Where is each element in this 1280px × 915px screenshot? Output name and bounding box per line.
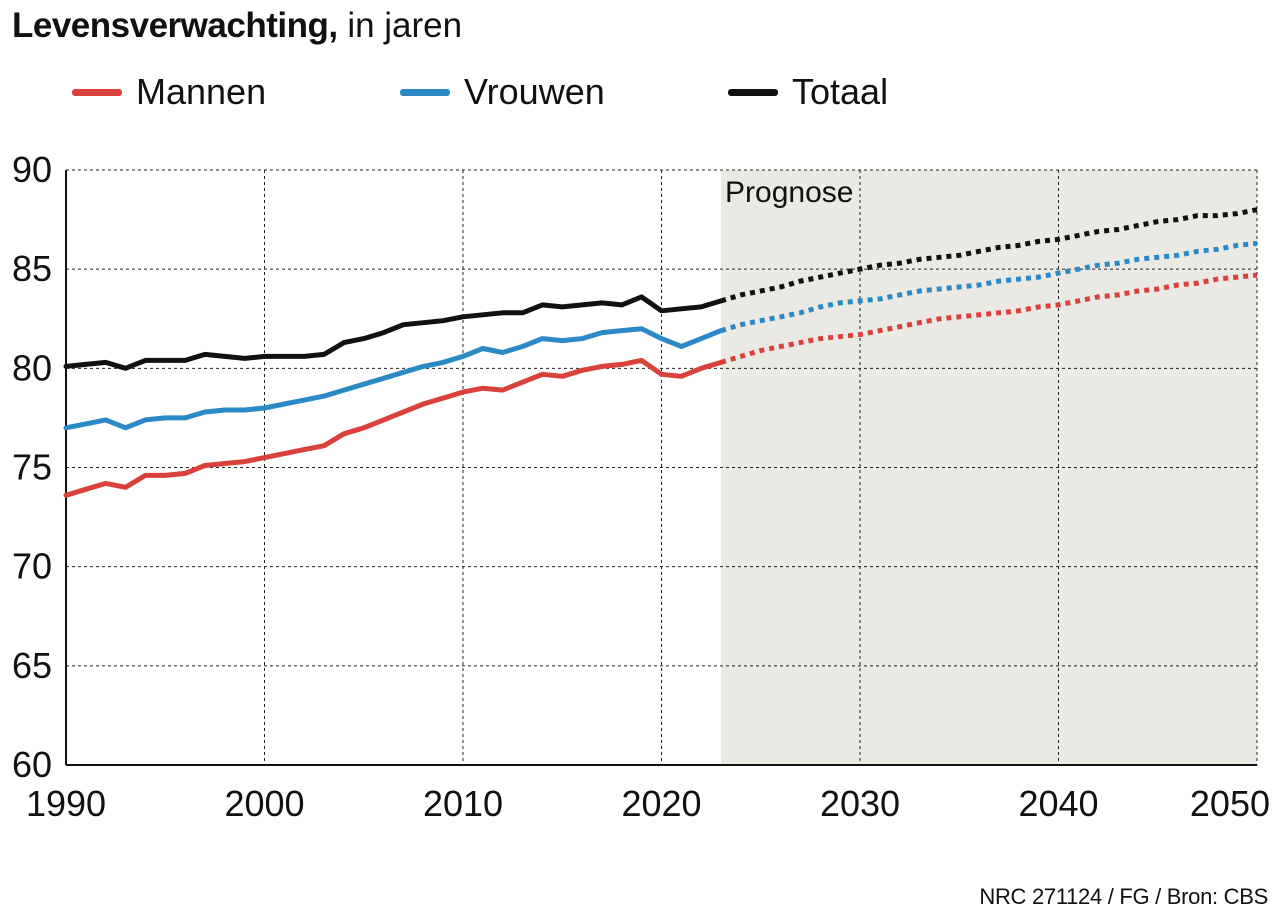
series-layer (63, 207, 1258, 498)
series-line-totaal-forecast (720, 207, 1258, 304)
legend-label-vrouwen: Vrouwen (464, 71, 605, 112)
x-tick-label-2010: 2010 (423, 783, 503, 824)
forecast-label: Prognose (725, 176, 853, 209)
y-tick-label-90: 90 (12, 149, 52, 190)
chart-legend: Mannen Vrouwen Totaal (0, 70, 1280, 114)
legend-label-mannen: Mannen (136, 71, 267, 112)
y-tick-label-80: 80 (12, 347, 52, 388)
legend-label-totaal: Totaal (792, 71, 889, 112)
chart-title: Levensverwachting, in jaren (12, 4, 462, 48)
x-tick-label-2050: 2050 (1190, 783, 1270, 824)
chart-title-main: Levensverwachting, (12, 6, 338, 45)
series-line-mannen-forecast (720, 272, 1258, 365)
series-line-vrouwen-historical (63, 326, 724, 431)
tick-label-layer: 60 65 70 75 80 85 90 1990 2000 2010 2020 2030 2040 20… (12, 149, 1270, 824)
y-tick-label-65: 65 (12, 645, 52, 686)
x-tick-label-2030: 2030 (820, 783, 900, 824)
x-tick-label-1990: 1990 (26, 783, 106, 824)
legend-item-vrouwen: Vrouwen (400, 70, 605, 114)
series-line-vrouwen-forecast (720, 240, 1258, 333)
legend-swatch-mannen (72, 88, 122, 96)
x-tick-label-2020: 2020 (621, 783, 701, 824)
grid-layer (66, 169, 1258, 765)
source-note: NRC 271124 / FG / Bron: CBS (979, 884, 1268, 909)
series-line-totaal-historical (63, 294, 724, 371)
axis-layer (65, 170, 1257, 766)
y-tick-label-75: 75 (12, 447, 52, 488)
chart-title-unit: in jaren (347, 6, 463, 45)
legend-item-mannen: Mannen (72, 70, 266, 114)
y-tick-label-60: 60 (12, 744, 52, 785)
series-line-mannen-historical (63, 357, 724, 498)
y-tick-label-85: 85 (12, 248, 52, 289)
x-tick-label-2040: 2040 (1018, 783, 1098, 824)
legend-item-totaal: Totaal (728, 70, 888, 114)
legend-swatch-vrouwen (400, 88, 450, 96)
y-tick-label-70: 70 (12, 546, 52, 587)
legend-swatch-totaal (728, 88, 778, 96)
x-tick-label-2000: 2000 (224, 783, 304, 824)
